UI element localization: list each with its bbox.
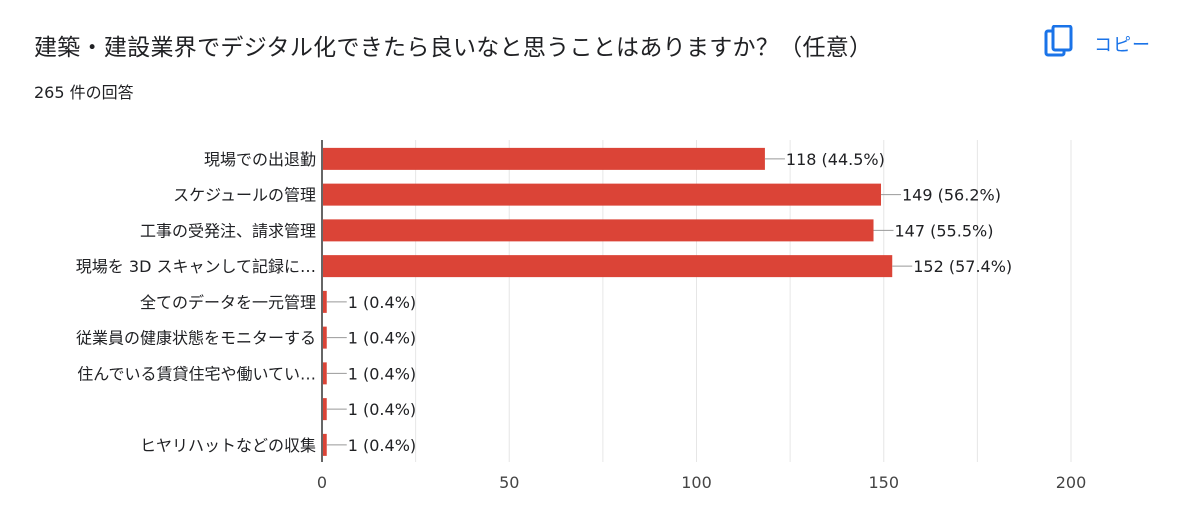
x-tick-label: 200 bbox=[1056, 473, 1087, 492]
value-label: 149 (56.2%) bbox=[902, 186, 1001, 205]
bar bbox=[323, 255, 893, 278]
x-tick-label: 50 bbox=[499, 473, 519, 492]
value-label: 1 (0.4%) bbox=[348, 436, 416, 455]
category-label: スケジュールの管理 bbox=[173, 186, 316, 205]
category-label: ヒヤリハットなどの収集 bbox=[140, 436, 316, 455]
value-label: 118 (44.5%) bbox=[786, 150, 885, 169]
bar bbox=[323, 398, 327, 421]
value-label: 1 (0.4%) bbox=[348, 364, 416, 383]
bar bbox=[323, 183, 882, 206]
copy-button[interactable]: コピー bbox=[1044, 24, 1151, 64]
copy-label: コピー bbox=[1094, 35, 1151, 56]
category-label: 工事の受発注、請求管理 bbox=[140, 221, 316, 240]
bar bbox=[323, 290, 327, 313]
bar bbox=[323, 433, 327, 456]
x-tick-label: 100 bbox=[681, 473, 712, 492]
value-label: 1 (0.4%) bbox=[348, 293, 416, 312]
bar bbox=[323, 326, 327, 349]
value-label: 1 (0.4%) bbox=[348, 329, 416, 348]
category-label: 現場を 3D スキャンして記録に… bbox=[76, 257, 316, 276]
value-label: 1 (0.4%) bbox=[348, 400, 416, 419]
x-tick-label: 150 bbox=[868, 473, 899, 492]
copy-icon bbox=[1044, 24, 1074, 63]
category-label: 現場での出退勤 bbox=[204, 150, 316, 169]
bar bbox=[323, 219, 874, 242]
value-label: 152 (57.4%) bbox=[913, 257, 1012, 276]
bar bbox=[323, 362, 327, 385]
value-label: 147 (55.5%) bbox=[895, 221, 994, 240]
x-tick-label: 0 bbox=[317, 473, 327, 492]
category-label: 全てのデータを一元管理 bbox=[140, 293, 316, 312]
bar bbox=[323, 147, 765, 170]
response-count: 265 件の回答 bbox=[34, 83, 134, 102]
category-label: 住んでいる賃貸住宅や働いてい… bbox=[77, 364, 316, 383]
question-title: 建築・建設業界でデジタル化できたら良いなと思うことはありますか？（任意） bbox=[34, 35, 873, 61]
category-label: 従業員の健康状態をモニターする bbox=[76, 329, 316, 348]
